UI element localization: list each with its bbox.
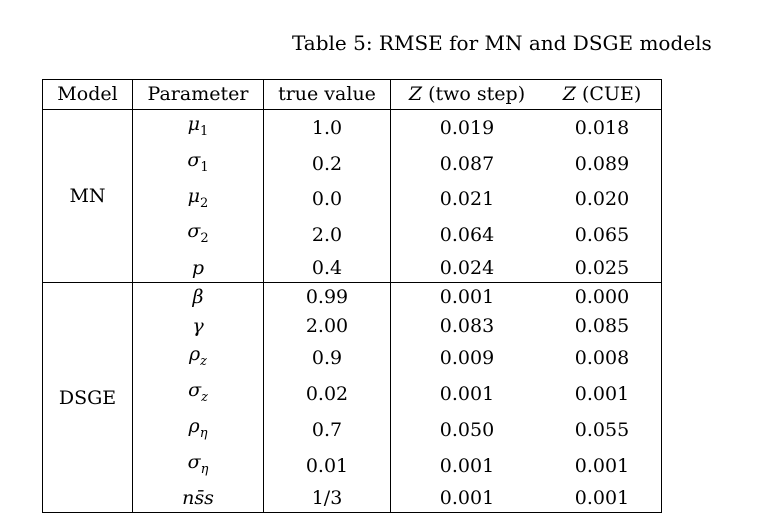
z-two-step-cell: 0.021: [439, 188, 495, 211]
true-value-cell: 1.0: [263, 109, 391, 146]
parameter-subscript: z: [201, 389, 208, 405]
parameter-symbol: μ: [187, 184, 201, 207]
true-value-cell: 0.4: [263, 253, 391, 283]
parameter-symbol: p: [191, 256, 205, 279]
z-two-step-cell: 0.019: [439, 116, 495, 139]
parameter-subscript: η: [199, 425, 208, 441]
parameter-cell: β: [132, 282, 264, 312]
z-symbol: Z: [408, 83, 423, 105]
z-cue-cell: 0.018: [543, 109, 662, 146]
parameter-cell: σ1: [132, 145, 264, 182]
table-row: p 0.4 0.024 0.025: [43, 253, 662, 283]
z-two-step-cell: 0.001: [439, 454, 495, 477]
parameter-cell: γ: [132, 311, 264, 341]
table-row: DSGE β 0.99 0.001 0.000: [42, 282, 662, 513]
true-value-cell: 2.0: [263, 217, 391, 254]
header-true-value: true value: [263, 79, 391, 110]
cue-label: (CUE): [582, 83, 642, 105]
parameter-cell: σ2: [132, 217, 264, 254]
table-row: MN μ1 1.0 0.019 0.018: [42, 109, 662, 283]
header-row: Model Parameter true value Z (two step) …: [42, 79, 662, 110]
parameter-symbol: μ: [187, 113, 201, 135]
table-row: γ 2.00 0.083 0.085: [43, 311, 662, 341]
header-model: Model: [42, 79, 133, 110]
parameter-symbol: ρ: [188, 414, 200, 437]
parameter-subscript: 1: [200, 123, 209, 139]
z-two-step-cell: 0.001: [439, 286, 495, 309]
true-value-cell: 0.2: [263, 145, 391, 182]
table-row: σz 0.02 0.001 0.001: [43, 376, 662, 412]
z-cue-cell: 0.000: [543, 282, 662, 312]
table-row: μ2 0.0 0.021 0.020: [43, 181, 662, 218]
true-value-cell: 0.7: [263, 411, 391, 448]
z-two-step-cell: 0.009: [439, 347, 495, 370]
parameter-cell: ρη: [132, 411, 264, 448]
table-caption: Table 5: RMSE for MN and DSGE models: [292, 31, 712, 55]
parameter-subscript: 2: [200, 195, 209, 211]
parameter-subscript: z: [200, 354, 208, 370]
model-cell: DSGE: [42, 282, 133, 513]
z-two-step-cell: 0.083: [439, 314, 495, 337]
two-step-label: (two step): [428, 83, 526, 105]
table-row: ση 0.01 0.001 0.001: [43, 447, 662, 484]
z-two-step-cell: 0.064: [439, 224, 495, 247]
z-symbol: Z: [562, 83, 576, 105]
model-cell: MN: [42, 109, 133, 283]
z-cue-cell: 0.001: [543, 376, 662, 412]
z-cue-cell: 0.020: [543, 181, 662, 218]
header-parameter: Parameter: [132, 79, 264, 110]
z-cue-cell: 0.085: [543, 311, 662, 341]
true-value-cell: 0.9: [263, 340, 391, 377]
parameter-symbol: ρ: [188, 343, 201, 366]
parameter-subscript: η: [200, 461, 209, 477]
true-value-cell: 0.01: [263, 447, 391, 484]
true-value-cell: 0.99: [263, 282, 391, 312]
header-z-two-step: Z (two step): [390, 79, 543, 110]
parameter-symbol: β: [192, 286, 204, 309]
header-z-cue: Z (CUE): [543, 79, 662, 110]
z-two-step-cell: 0.087: [439, 152, 495, 175]
parameter-symbol: σ: [187, 220, 201, 243]
true-value-cell: 0.02: [263, 376, 391, 412]
z-cue-cell: 0.089: [543, 145, 662, 182]
true-value-cell: 2.00: [263, 311, 391, 341]
z-two-step-cell: 0.024: [390, 253, 543, 283]
parameter-symbol: σ: [187, 148, 201, 171]
parameter-subscript: 1: [200, 159, 209, 175]
parameter-cell: p: [132, 253, 264, 283]
parameter-symbol: γ: [192, 314, 204, 337]
z-two-step-cell: 0.050: [439, 418, 495, 441]
parameter-symbol: σ: [188, 379, 202, 402]
z-cue-cell: 0.065: [543, 217, 662, 254]
table-row: ρη 0.7 0.050 0.055: [43, 411, 662, 448]
parameter-cell: μ1: [132, 109, 264, 146]
table-row: ρz 0.9 0.009 0.008: [43, 340, 662, 377]
z-cue-cell: 0.025: [543, 253, 662, 283]
true-value-cell: 0.0: [263, 181, 391, 218]
table-body: MN μ1 1.0 0.019 0.018 σ1 0.2 0.087 0.089 μ2 0.0 0.0…: [42, 109, 662, 513]
table-row: σ1 0.2 0.087 0.089: [43, 145, 662, 182]
parameter-cell: ση: [132, 447, 264, 484]
parameter-symbol: σ: [187, 450, 201, 473]
rmse-table: Model Parameter true value Z (two step) …: [42, 79, 662, 513]
parameter-symbol: ns̄s: [182, 486, 214, 509]
z-cue-cell: 0.008: [543, 340, 662, 377]
z-cue-cell: 0.055: [543, 411, 662, 448]
parameter-cell: μ2: [132, 181, 264, 218]
z-two-step-cell: 0.001: [439, 382, 495, 405]
parameter-cell: ρz: [132, 340, 264, 377]
parameter-cell: σz: [132, 376, 264, 412]
table-row: σ2 2.0 0.064 0.065: [43, 217, 662, 254]
parameter-subscript: 2: [200, 231, 209, 247]
z-cue-cell: 0.001: [543, 447, 662, 484]
